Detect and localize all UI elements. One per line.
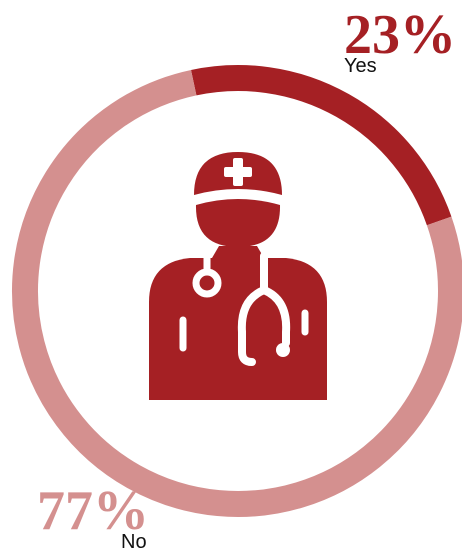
cap-cross-horizontal [224,167,252,177]
yes-percentage: 23% [344,4,456,66]
neck-shape [212,246,264,258]
donut-slices [12,65,462,517]
no-percentage: 77% [37,480,149,542]
stethoscope-tube-right [237,252,291,347]
stethoscope-earpiece-left [238,328,256,366]
yes-label: Yes [344,55,377,77]
donut-slice-yes [191,65,452,226]
stethoscope-chestpiece [192,268,222,298]
doctor-icon [149,152,327,400]
donut-slice-no [12,69,462,517]
no-label: No [121,531,147,553]
stethoscope-earpiece-right [276,343,290,357]
face-shape [195,199,281,247]
